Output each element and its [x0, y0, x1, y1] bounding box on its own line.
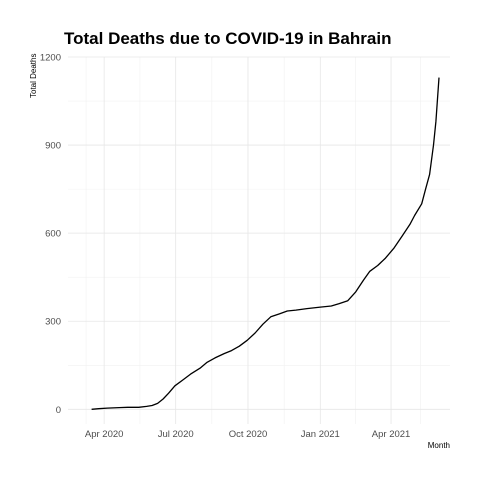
- y-tick-label: 300: [45, 317, 61, 328]
- series-layer: [91, 77, 440, 410]
- y-tick-label: 1200: [40, 53, 61, 64]
- x-tick-label: Oct 2020: [229, 429, 268, 440]
- x-tick-label: Jan 2021: [301, 429, 340, 440]
- y-axis-title: Total Deaths: [29, 54, 38, 98]
- x-tick-label: Apr 2021: [372, 429, 411, 440]
- x-tick-label: Apr 2020: [85, 429, 124, 440]
- y-tick-label: 600: [45, 229, 61, 240]
- series-line-total-deaths: [91, 77, 440, 410]
- x-axis-title: Month: [428, 441, 450, 450]
- grid: [68, 56, 450, 424]
- x-tick-label: Jul 2020: [158, 429, 194, 440]
- y-tick-label: 0: [56, 405, 61, 416]
- chart-title: Total Deaths due to COVID-19 in Bahrain: [64, 29, 391, 48]
- tick-labels: 0 300 600 900 1200 Apr 2020 Jul 2020 Oct 2020 Ja…: [40, 53, 410, 441]
- y-tick-label: 900: [45, 141, 61, 152]
